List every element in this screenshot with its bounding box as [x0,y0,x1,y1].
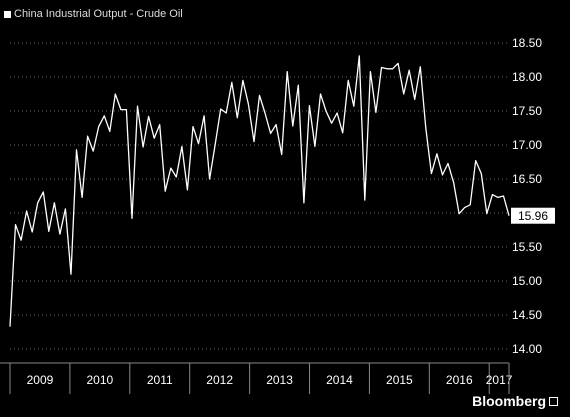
x-tick-label: 2014 [326,373,353,387]
x-tick-label: 2016 [446,373,473,387]
bloomberg-logo: Bloomberg [472,393,558,409]
y-tick-label: 17.00 [512,138,542,152]
y-tick-label: 17.50 [512,104,542,118]
x-tick-label: 2017 [486,373,513,387]
x-tick-label: 2013 [266,373,293,387]
x-tick-label: 2009 [27,373,54,387]
y-tick-label: 16.50 [512,172,542,186]
y-tick-label: 14.50 [512,308,542,322]
y-tick-label: 15.50 [512,240,542,254]
chart-legend: China Industrial Output - Crude Oil [4,8,183,20]
y-tick-label: 18.00 [512,70,542,84]
y-tick-label: 14.00 [512,342,542,356]
legend-swatch [4,10,11,18]
bloomberg-mark-icon [549,396,558,406]
last-value-label: 15.96 [518,209,548,223]
x-tick-label: 2011 [147,373,173,387]
x-tick-label: 2012 [206,373,233,387]
brand-name: Bloomberg [472,393,546,409]
y-tick-label: 18.50 [512,36,542,50]
x-tick-label: 2010 [87,373,114,387]
legend-label: China Industrial Output - Crude Oil [14,8,183,20]
last-value-tag [511,207,555,224]
x-tick-label: 2015 [386,373,413,387]
y-tick-label: 15.00 [512,274,542,288]
series-line [9,55,510,327]
